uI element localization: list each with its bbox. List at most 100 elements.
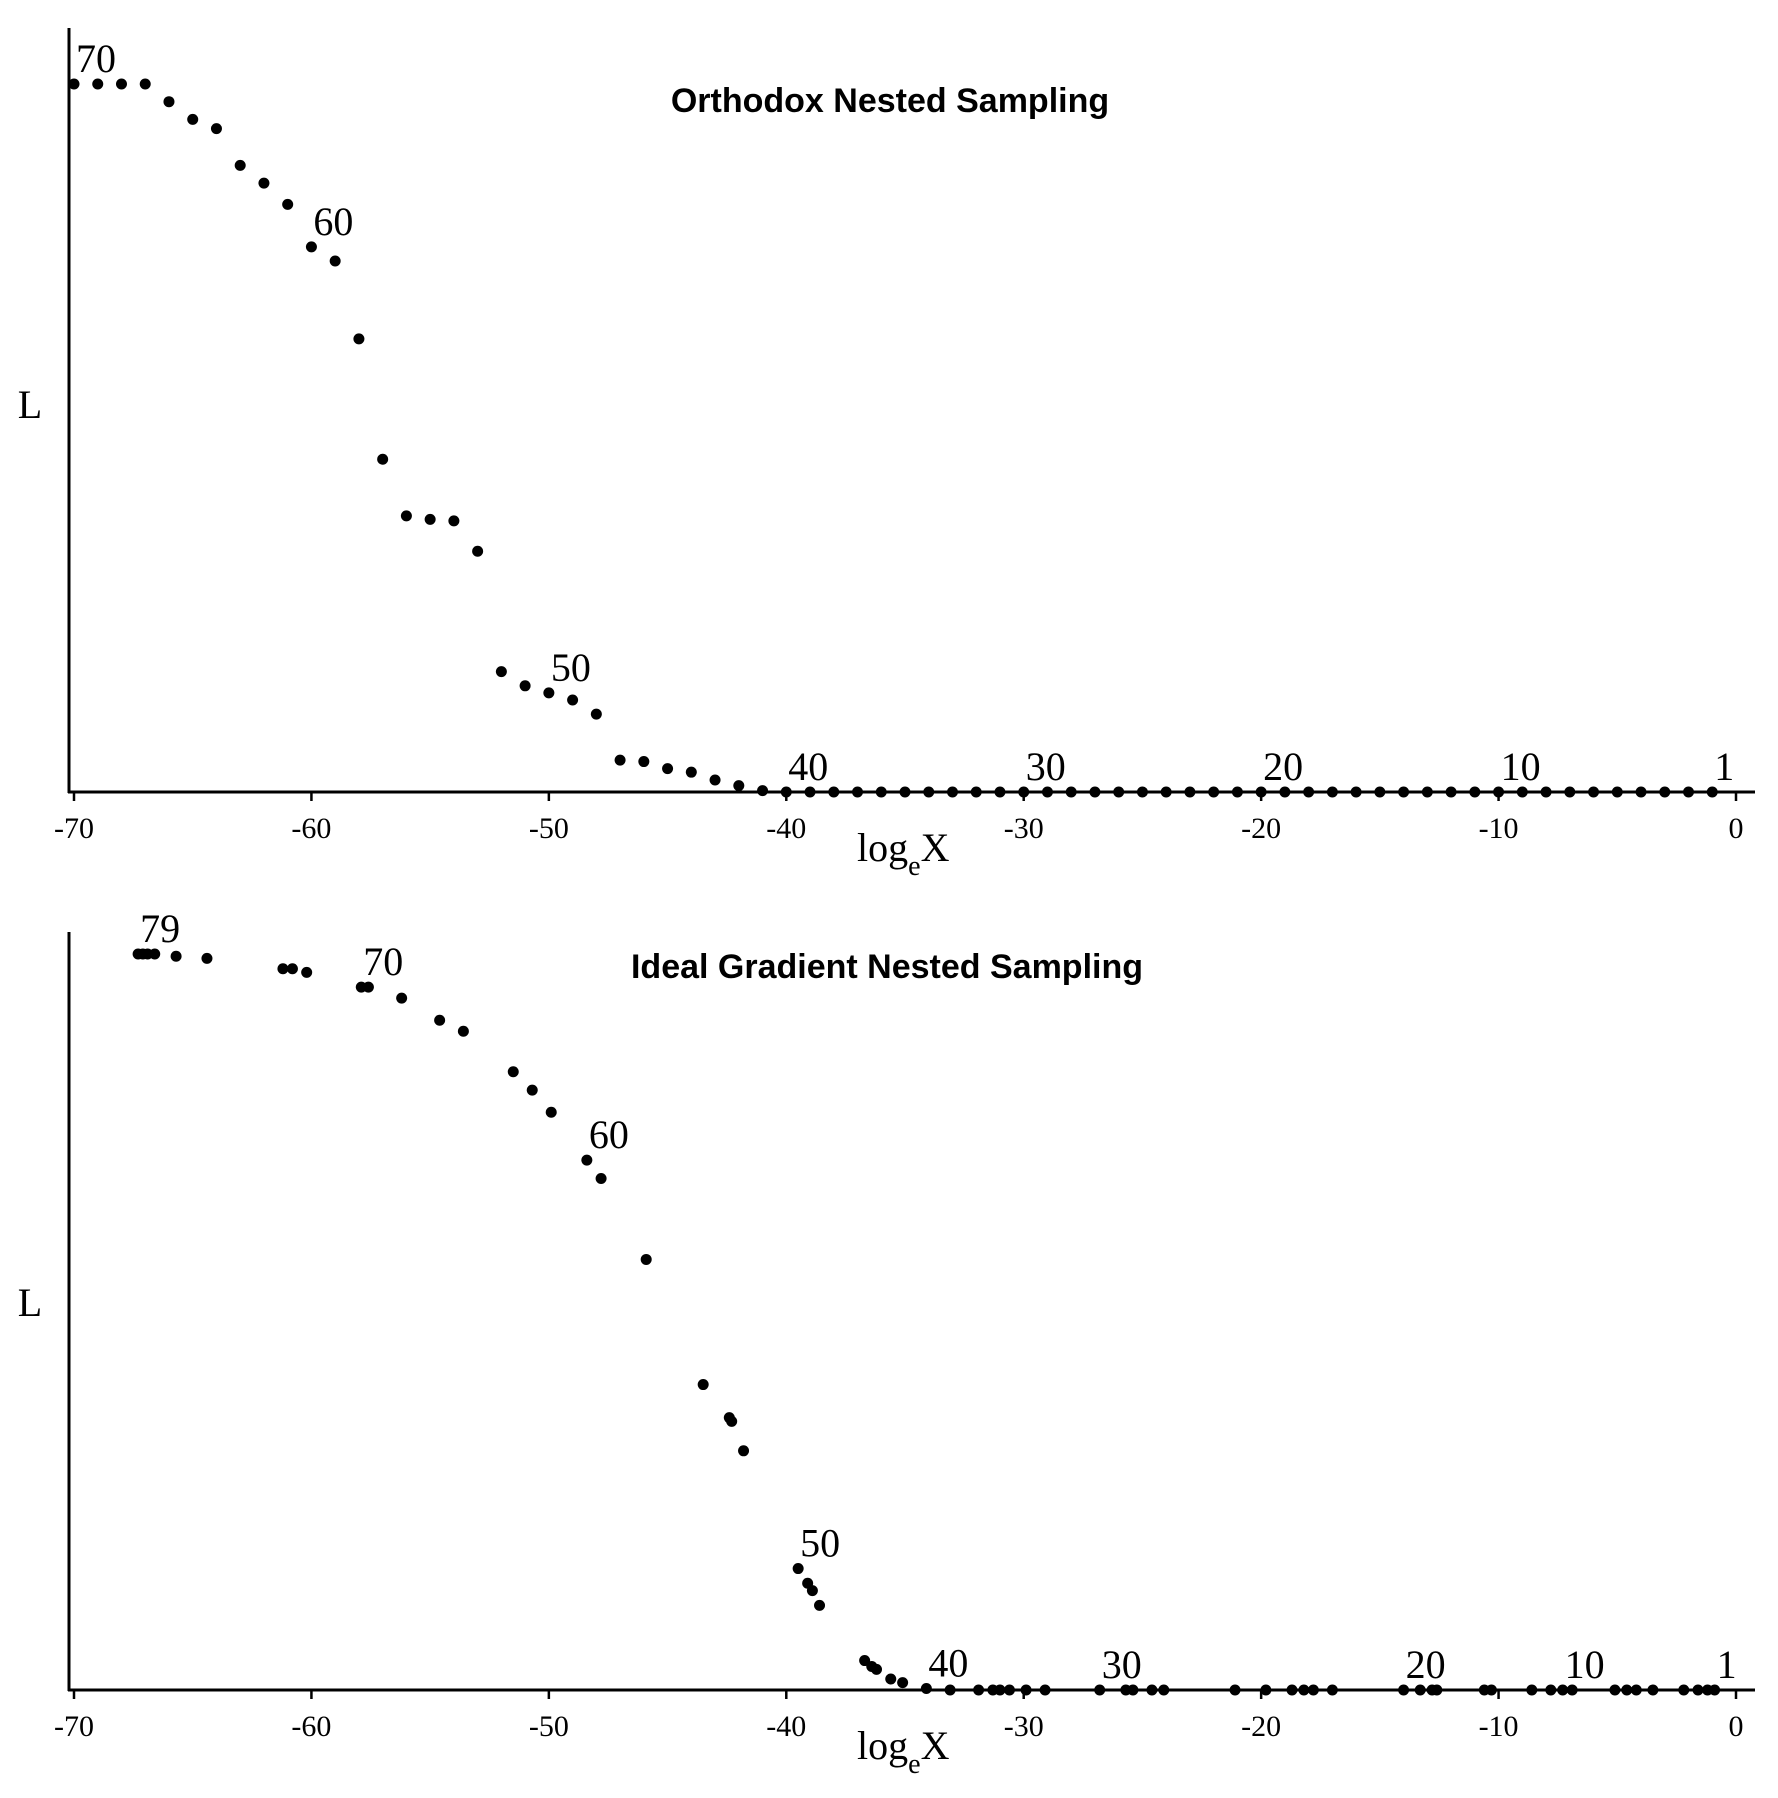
- point-index-label: 20: [1263, 744, 1303, 789]
- x-tick-label: -30: [1004, 1710, 1044, 1743]
- point-index-label: 40: [788, 744, 828, 789]
- data-point: [852, 786, 864, 798]
- data-point: [1692, 1684, 1704, 1696]
- data-point: [400, 510, 412, 522]
- data-point: [258, 177, 270, 189]
- x-tick-label: 0: [1729, 1710, 1744, 1743]
- data-point: [507, 1066, 519, 1078]
- data-point: [595, 1172, 607, 1184]
- data-point: [1113, 786, 1125, 798]
- x-tick-label: -10: [1479, 1710, 1519, 1743]
- data-point: [187, 113, 199, 125]
- x-tick-label: -50: [529, 1710, 569, 1743]
- point-index-label: 10: [1565, 1642, 1605, 1687]
- data-point: [1160, 786, 1172, 798]
- data-point: [738, 1445, 750, 1457]
- data-point: [1709, 1684, 1721, 1696]
- data-point: [1260, 1684, 1272, 1696]
- data-point: [201, 952, 213, 964]
- point-index-label: 40: [928, 1641, 968, 1686]
- chart-title: Ideal Gradient Nested Sampling: [631, 948, 1143, 986]
- data-point: [1326, 786, 1338, 798]
- data-point: [1279, 786, 1291, 798]
- data-point: [149, 948, 161, 960]
- data-point: [282, 198, 294, 210]
- point-index-label: 30: [1026, 744, 1066, 789]
- point-index-label: 30: [1102, 1642, 1142, 1687]
- data-point: [1611, 786, 1623, 798]
- data-point: [638, 756, 650, 768]
- point-index-label: 70: [363, 939, 403, 984]
- data-point: [662, 763, 674, 775]
- data-point: [875, 786, 887, 798]
- data-point: [424, 513, 436, 525]
- data-point: [1526, 1684, 1538, 1696]
- data-point: [1706, 786, 1718, 798]
- data-point: [1307, 1684, 1319, 1696]
- data-point: [709, 774, 721, 786]
- data-point: [1020, 1684, 1032, 1696]
- data-point: [543, 687, 555, 699]
- point-index-label: 60: [313, 199, 353, 244]
- x-axis-label: logeX: [857, 825, 950, 882]
- data-point: [1431, 1684, 1443, 1696]
- data-point: [1231, 786, 1243, 798]
- data-point: [1136, 786, 1148, 798]
- data-point: [92, 78, 104, 90]
- point-index-label: 10: [1501, 744, 1541, 789]
- data-point: [353, 333, 365, 345]
- data-point: [1065, 786, 1077, 798]
- data-point: [1039, 1684, 1051, 1696]
- point-index-label: 70: [76, 36, 116, 81]
- point-index-label: 50: [800, 1521, 840, 1566]
- data-point: [472, 545, 484, 557]
- data-point: [1647, 1684, 1659, 1696]
- data-point: [1158, 1684, 1170, 1696]
- data-point: [946, 786, 958, 798]
- data-point: [1421, 786, 1433, 798]
- data-point: [68, 78, 80, 90]
- data-point: [1003, 1684, 1015, 1696]
- data-point: [1350, 786, 1362, 798]
- x-tick-label: -60: [291, 812, 331, 845]
- data-point: [806, 1585, 818, 1597]
- point-index-label: 1: [1714, 744, 1734, 789]
- data-point: [899, 786, 911, 798]
- data-point: [1298, 1684, 1310, 1696]
- data-point: [614, 754, 626, 766]
- data-point: [1609, 1684, 1621, 1696]
- x-tick-label: -40: [766, 1710, 806, 1743]
- data-point: [305, 241, 317, 253]
- data-point: [1229, 1684, 1241, 1696]
- data-point: [1127, 1684, 1139, 1696]
- data-point: [733, 780, 745, 792]
- x-tick-label: -50: [529, 812, 569, 845]
- data-point: [923, 786, 935, 798]
- data-point: [1485, 1684, 1497, 1696]
- x-axis-label: logeX: [857, 1723, 950, 1780]
- data-point: [944, 1684, 956, 1696]
- data-point: [301, 966, 313, 978]
- x-tick-label: 0: [1729, 812, 1744, 845]
- data-point: [1184, 786, 1196, 798]
- data-point: [1414, 1684, 1426, 1696]
- data-point: [1545, 1684, 1557, 1696]
- data-point: [1635, 786, 1647, 798]
- data-point: [1018, 786, 1030, 798]
- point-index-label: 60: [589, 1112, 629, 1157]
- data-point: [1469, 786, 1481, 798]
- data-point: [1255, 786, 1267, 798]
- data-point: [1566, 1684, 1578, 1696]
- data-point: [697, 1379, 709, 1391]
- point-index-label: 79: [140, 906, 180, 951]
- data-point: [210, 123, 222, 135]
- data-point: [286, 963, 298, 975]
- data-point: [590, 708, 602, 720]
- data-point: [897, 1677, 909, 1689]
- data-point: [1089, 786, 1101, 798]
- data-point: [526, 1084, 538, 1096]
- x-tick-label: -30: [1004, 812, 1044, 845]
- data-point: [567, 694, 579, 706]
- data-point: [377, 453, 389, 465]
